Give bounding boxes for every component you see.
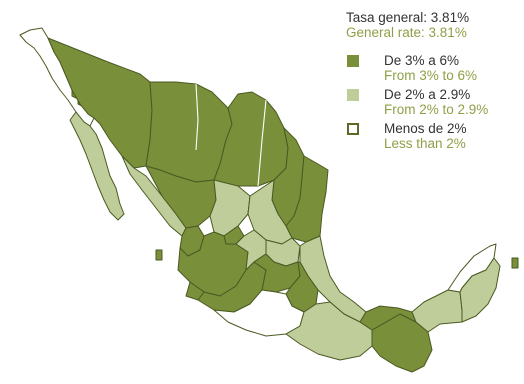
legend-label-mid-en: From 2% to 2.9% xyxy=(384,102,489,117)
legend-label-high-es: De 3% a 6% xyxy=(384,53,460,68)
region-guerrero xyxy=(213,289,305,337)
legend-label-low-en: Less than 2% xyxy=(384,136,466,151)
region-tabasco xyxy=(359,305,417,331)
legend-item-mid: De 2% a 2.9% From 2% to 2.9% xyxy=(346,87,522,117)
region-zacatecas xyxy=(209,179,251,237)
region-baja-california-sur xyxy=(69,111,125,221)
legend-item-high: De 3% a 6% From 3% to 6% xyxy=(346,53,522,83)
legend-label-mid-es: De 2% a 2.9% xyxy=(384,87,471,102)
region-island-3 xyxy=(155,249,163,261)
legend-label-high-en: From 3% to 6% xyxy=(384,68,478,83)
region-sonora xyxy=(47,37,153,169)
general-rate-es: Tasa general: 3.81% xyxy=(346,10,470,25)
region-oaxaca xyxy=(285,301,373,361)
legend-swatch-low xyxy=(347,123,359,135)
region-quintana-roo xyxy=(459,257,501,323)
legend-label-low-es: Menos de 2% xyxy=(384,121,467,136)
legend-item-low: Menos de 2% Less than 2% xyxy=(346,121,522,151)
region-island-4 xyxy=(511,257,519,269)
general-rate: Tasa general: 3.81% General rate: 3.81% xyxy=(346,10,522,40)
general-rate-en: General rate: 3.81% xyxy=(346,25,467,40)
legend-swatch-high xyxy=(347,55,359,67)
legend-swatch-mid xyxy=(347,89,359,101)
legend: Tasa general: 3.81% General rate: 3.81% … xyxy=(346,10,522,151)
